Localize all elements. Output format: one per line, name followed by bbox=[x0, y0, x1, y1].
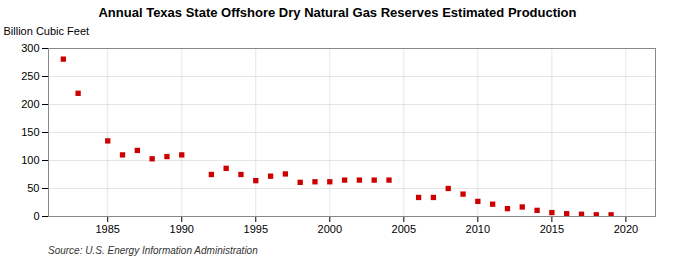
svg-text:150: 150 bbox=[21, 126, 39, 138]
svg-text:50: 50 bbox=[27, 182, 39, 194]
svg-text:1995: 1995 bbox=[244, 223, 268, 235]
svg-text:Billion Cubic Feet: Billion Cubic Feet bbox=[4, 25, 90, 37]
svg-text:1985: 1985 bbox=[95, 223, 119, 235]
svg-text:2015: 2015 bbox=[540, 223, 564, 235]
svg-text:200: 200 bbox=[21, 98, 39, 110]
html-text:Source: U.S. Energy Informatio: Source: U.S. Energy Information Administ… bbox=[48, 245, 258, 256]
svg-text:2005: 2005 bbox=[392, 223, 416, 235]
svg-text:0: 0 bbox=[33, 210, 39, 222]
svg-text:2000: 2000 bbox=[318, 223, 342, 235]
html-text:Annual Texas State Offshore Dr: Annual Texas State Offshore Dry Natural … bbox=[98, 5, 577, 20]
svg-text:100: 100 bbox=[21, 154, 39, 166]
svg-text:250: 250 bbox=[21, 70, 39, 82]
svg-text:1990: 1990 bbox=[170, 223, 194, 235]
svg-text:2020: 2020 bbox=[614, 223, 638, 235]
svg-text:300: 300 bbox=[21, 42, 39, 54]
svg-text:2010: 2010 bbox=[466, 223, 490, 235]
